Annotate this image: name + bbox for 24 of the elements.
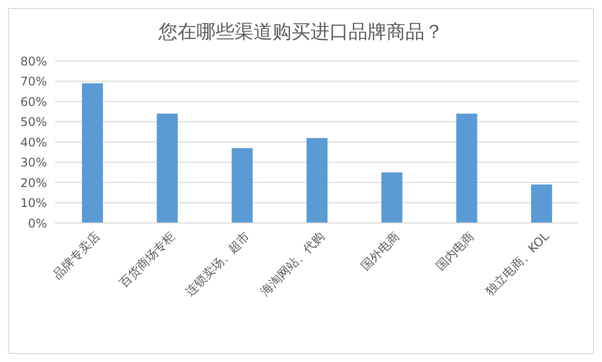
x-tick-label: 连锁卖场、超市 (182, 229, 252, 299)
bar (531, 184, 552, 223)
x-tick-label: 国内电商 (432, 229, 477, 274)
bar (156, 114, 178, 223)
y-tick-label: 0% (28, 216, 47, 230)
x-tick-label: 国外电商 (358, 229, 402, 274)
y-tick-label: 60% (20, 94, 47, 109)
bar (456, 114, 478, 223)
y-tick-label: 80% (20, 54, 47, 68)
bar (381, 172, 402, 223)
y-tick-label: 70% (20, 74, 47, 89)
bar (82, 83, 103, 223)
bar (232, 148, 253, 223)
x-tick-label: 百货商场专柜 (116, 229, 178, 290)
y-tick-label: 10% (20, 196, 47, 210)
y-tick-label: 50% (20, 115, 47, 130)
y-tick-label: 40% (20, 135, 47, 150)
x-tick-label: 海淘网站、代购 (258, 229, 328, 299)
bar (306, 138, 328, 223)
y-tick-label: 20% (20, 176, 47, 190)
x-tick-label: 品牌专卖店 (50, 229, 103, 282)
x-tick-label: 独立电商、KOL (482, 229, 552, 298)
y-tick-label: 30% (20, 156, 47, 170)
chart-title: 您在哪些渠道购买进口品牌商品？ (158, 20, 444, 45)
